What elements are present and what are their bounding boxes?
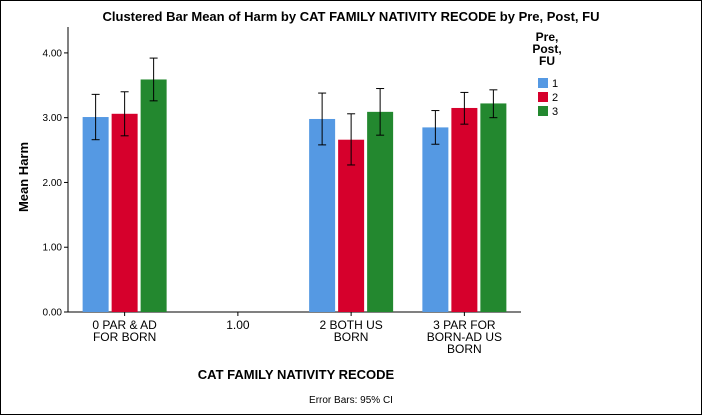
y-tick-label: 3.00 xyxy=(43,113,63,124)
bar xyxy=(451,107,478,312)
bar xyxy=(367,111,394,313)
x-tick-label: 3 PAR FOR BORN-AD US BORN xyxy=(427,318,502,356)
y-tick-label: 2.00 xyxy=(43,178,63,189)
legend-title-line: Pre, xyxy=(536,30,559,44)
y-tick-label: 1.00 xyxy=(43,243,63,254)
y-axis-title: Mean Harm xyxy=(16,142,31,212)
legend-title-line: FU xyxy=(539,54,555,68)
legend-swatch xyxy=(538,92,548,102)
x-tick-label: 2 BOTH US BORN xyxy=(319,318,382,344)
x-tick-label-line: 2 BOTH US xyxy=(319,318,382,332)
legend-title-line: Post, xyxy=(532,42,561,56)
x-axis-title: CAT FAMILY NATIVITY RECODE xyxy=(198,367,395,382)
x-tick-label-line: 0 PAR & AD xyxy=(92,318,157,332)
footnote: Error Bars: 95% CI xyxy=(309,395,393,406)
y-tick-label: 0.00 xyxy=(43,308,63,319)
x-tick-label-line: 1.00 xyxy=(226,318,250,332)
chart-title: Clustered Bar Mean of Harm by CAT FAMILY… xyxy=(103,9,600,24)
x-tick-label: 0 PAR & AD FOR BORN xyxy=(92,318,157,344)
x-tick-label-line: 3 PAR FOR xyxy=(433,318,496,332)
legend-label: 1 xyxy=(552,78,558,90)
bar xyxy=(338,139,365,312)
y-tick-label: 4.00 xyxy=(43,48,63,59)
bar xyxy=(309,118,336,313)
x-tick-label-line: BORN xyxy=(334,330,369,344)
legend-label: 3 xyxy=(552,106,558,118)
plot-area: 0.00 1.00 2.00 3.00 4.00 0 PAR & AD FOR BORN 1.… xyxy=(43,27,521,356)
legend-title: Pre, Post, FU xyxy=(532,30,561,68)
x-tick-label-line: FOR BORN xyxy=(93,330,156,344)
bar xyxy=(111,113,138,312)
bar xyxy=(422,127,449,312)
legend-label: 2 xyxy=(552,92,558,104)
x-tick-label: 1.00 xyxy=(226,318,250,332)
bar xyxy=(82,117,109,312)
legend: Pre, Post, FU 1 2 3 xyxy=(532,30,561,118)
legend-swatch xyxy=(538,78,548,88)
bar xyxy=(480,103,507,312)
bar xyxy=(140,79,167,312)
x-tick-label-line: BORN-AD US xyxy=(427,330,502,344)
x-tick-label-line: BORN xyxy=(447,342,482,356)
legend-swatch xyxy=(538,106,548,116)
